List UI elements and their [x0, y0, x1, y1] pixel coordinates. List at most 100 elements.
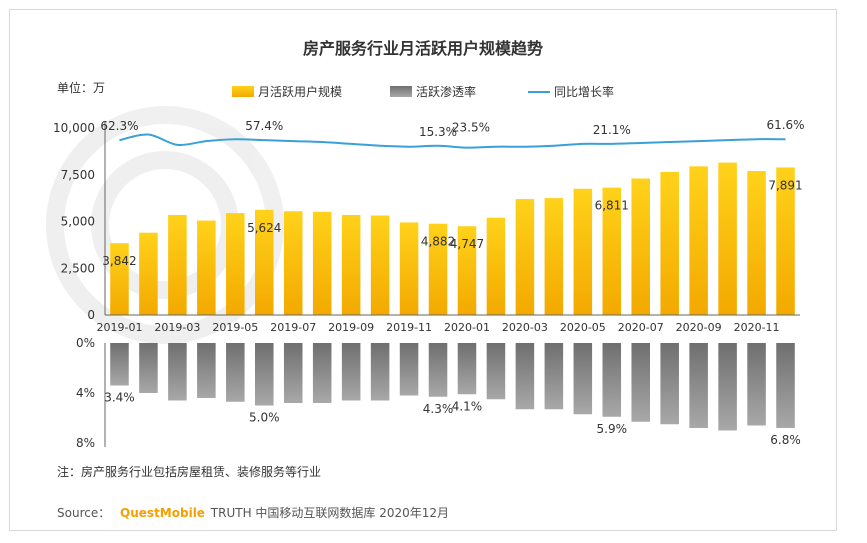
penetration-bar	[776, 343, 795, 428]
x-tick-label: 2020-07	[618, 321, 664, 334]
x-tick-label: 2020-09	[676, 321, 722, 334]
source-line: Source： QuestMobile TRUTH 中国移动互联网数据库 202…	[57, 505, 449, 520]
growth-data-label: 23.5%	[452, 121, 490, 135]
penetration-bar	[718, 343, 737, 431]
penetration-bar	[457, 343, 477, 395]
penetration-data-label: 4.3%	[423, 402, 454, 416]
y-tick-label: 5,000	[61, 215, 95, 229]
y-tick-label: 0	[87, 308, 95, 322]
penetration-tick-label: 4%	[76, 386, 95, 400]
penetration-bar	[110, 343, 129, 386]
source-prefix: Source：	[57, 506, 110, 520]
penetration-bar	[486, 343, 506, 400]
penetration-bar	[226, 343, 245, 402]
penetration-bar	[544, 343, 564, 410]
mau-bar	[139, 232, 158, 315]
penetration-data-label: 4.1%	[452, 399, 483, 413]
mau-bars	[110, 162, 795, 315]
mau-bar	[515, 199, 535, 315]
mau-bar	[718, 162, 737, 315]
mau-bar	[544, 198, 564, 315]
mau-bar	[631, 178, 650, 315]
chart-title: 房产服务行业月活跃用户规模趋势	[303, 39, 543, 58]
mau-bar	[660, 171, 679, 315]
source-rest: TRUTH 中国移动互联网数据库 2020年12月	[210, 505, 449, 520]
penetration-bar	[341, 343, 361, 401]
x-tick-label: 2019-03	[154, 321, 200, 334]
mau-bar	[776, 167, 795, 315]
chart-svg: 房产服务行业月活跃用户规模趋势 单位：万 月活跃用户规模 活跃渗透率 同比增长率 0…	[46, 39, 805, 520]
x-tick-label: 2020-03	[502, 321, 548, 334]
y-axis: 0 2,500 5,000 7,500 10,000	[53, 121, 106, 322]
growth-line-path	[119, 133, 786, 149]
mau-bar	[399, 222, 419, 315]
penetration-bar	[573, 343, 593, 415]
source-brand: QuestMobile	[120, 506, 205, 520]
penetration-bar	[370, 343, 390, 401]
penetration-bar	[399, 343, 419, 396]
penetration-tick-label: 8%	[76, 436, 95, 450]
unit-label: 单位：万	[57, 80, 105, 95]
mau-bar	[486, 217, 506, 315]
mau-data-label: 5,624	[247, 221, 281, 235]
mau-data-label: 7,891	[768, 178, 802, 192]
mau-bar	[341, 214, 361, 315]
growth-data-label: 62.3%	[100, 119, 138, 133]
chart-frame: 房产服务行业月活跃用户规模趋势 单位：万 月活跃用户规模 活跃渗透率 同比增长率 0…	[9, 9, 837, 531]
penetration-bar	[168, 343, 187, 401]
penetration-data-label: 6.8%	[770, 433, 801, 447]
x-tick-label: 2020-05	[560, 321, 606, 334]
penetration-data-label: 5.9%	[597, 422, 628, 436]
mau-data-label: 6,811	[595, 199, 629, 213]
x-tick-label: 2019-07	[270, 321, 316, 334]
penetration-data-label: 3.4%	[104, 391, 135, 405]
penetration-bar	[747, 343, 766, 426]
penetration-axis: 0% 4% 8%	[76, 336, 106, 450]
penetration-bar	[428, 343, 448, 397]
mau-bar	[168, 214, 187, 315]
penetration-bar	[255, 343, 274, 406]
mau-data-label: 3,842	[102, 254, 136, 268]
growth-line	[119, 133, 786, 149]
x-tick-label: 2019-09	[328, 321, 374, 334]
mau-bar	[457, 226, 477, 315]
legend-swatch-0	[232, 86, 254, 97]
penetration-bar	[689, 343, 708, 428]
mau-bar	[370, 215, 390, 315]
penetration-bar	[515, 343, 535, 410]
mau-bar	[602, 187, 622, 315]
legend-label-1: 活跃渗透率	[416, 84, 476, 99]
mau-bar	[312, 211, 332, 315]
legend-label-0: 月活跃用户规模	[258, 84, 342, 99]
legend-swatch-1	[390, 86, 412, 97]
mau-bar	[689, 166, 708, 315]
mau-data-label: 4,882	[421, 235, 455, 249]
mau-bar	[573, 188, 593, 315]
mau-data-label: 4,747	[450, 237, 484, 251]
penetration-bar	[602, 343, 622, 417]
growth-data-label: 21.1%	[593, 123, 631, 137]
legend: 月活跃用户规模 活跃渗透率 同比增长率	[232, 84, 614, 99]
x-tick-label: 2019-01	[96, 321, 142, 334]
mau-bar	[110, 243, 129, 315]
x-tick-label: 2019-05	[212, 321, 258, 334]
y-tick-label: 7,500	[61, 168, 95, 182]
y-tick-label: 2,500	[61, 261, 95, 275]
x-axis: 2019-01 2019-03 2019-05 2019-07 2019-09 2019-…	[96, 314, 800, 334]
y-tick-label: 10,000	[53, 121, 95, 135]
mau-bar	[747, 171, 766, 315]
growth-data-label: 61.6%	[766, 118, 804, 132]
legend-label-2: 同比增长率	[554, 84, 614, 99]
x-tick-label: 2019-11	[386, 321, 432, 334]
mau-bar	[226, 213, 245, 315]
mau-bar	[283, 211, 303, 315]
penetration-bar	[139, 343, 158, 393]
mau-bar	[197, 220, 216, 315]
penetration-bar	[312, 343, 332, 403]
penetration-data-label: 5.0%	[249, 411, 280, 425]
penetration-bar	[283, 343, 303, 403]
penetration-tick-label: 0%	[76, 336, 95, 350]
penetration-bar	[660, 343, 679, 425]
x-tick-label: 2020-01	[444, 321, 490, 334]
